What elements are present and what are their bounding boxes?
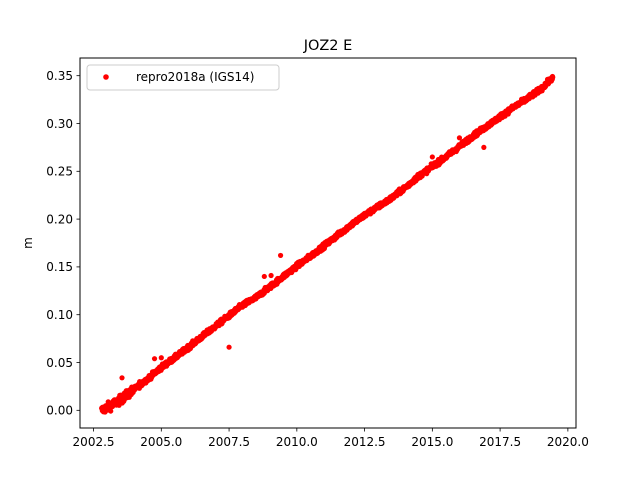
outlier-point — [226, 344, 232, 350]
data-point — [550, 74, 556, 80]
outlier-point — [137, 379, 143, 385]
outlier-point — [481, 144, 487, 150]
legend-marker — [103, 74, 109, 80]
outlier-point — [361, 210, 368, 216]
legend-label: repro2018a (IGS14) — [136, 70, 254, 84]
outlier-point — [456, 135, 463, 141]
y-tick-label: 0.20 — [46, 212, 73, 226]
outlier-point — [268, 272, 274, 279]
plot-area — [99, 73, 556, 415]
y-tick-label: 0.00 — [46, 404, 73, 418]
x-tick-label: 2017.5 — [479, 435, 521, 449]
x-tick-label: 2010.0 — [276, 435, 318, 449]
legend-box — [86, 64, 280, 91]
outlier-point — [151, 356, 158, 362]
outlier-point — [119, 375, 125, 381]
x-axis: 2002.5 2005.0 2007.5 2010.0 2012.5 2015.0 2017… — [73, 428, 589, 449]
y-tick-label: 0.05 — [46, 356, 73, 370]
chart-title: JOZ2 E — [303, 38, 353, 54]
x-tick-label: 2007.5 — [208, 435, 250, 449]
y-tick-label: 0.25 — [46, 165, 73, 179]
x-tick-label: 2020.0 — [547, 435, 589, 449]
y-tick-label: 0.10 — [46, 308, 73, 322]
outlier-point — [158, 355, 164, 361]
outlier-point — [277, 252, 284, 259]
y-tick-label: 0.35 — [46, 69, 73, 83]
x-tick-label: 2005.0 — [140, 435, 182, 449]
data-point — [108, 408, 114, 414]
x-tick-label: 2015.0 — [411, 435, 453, 449]
y-tick-label: 0.15 — [46, 260, 73, 274]
x-tick-label: 2012.5 — [344, 435, 386, 449]
x-tick-label: 2002.5 — [73, 435, 115, 449]
outlier-point — [429, 154, 435, 160]
y-tick-label: 0.30 — [46, 117, 73, 131]
plot-frame — [79, 57, 577, 429]
y-axis: 0.00 0.05 0.10 0.15 0.20 0.25 0.30 0.35 — [46, 69, 80, 418]
legend: repro2018a (IGS14) — [86, 64, 280, 91]
outlier-point — [261, 273, 267, 280]
y-axis-label: m — [21, 237, 35, 249]
